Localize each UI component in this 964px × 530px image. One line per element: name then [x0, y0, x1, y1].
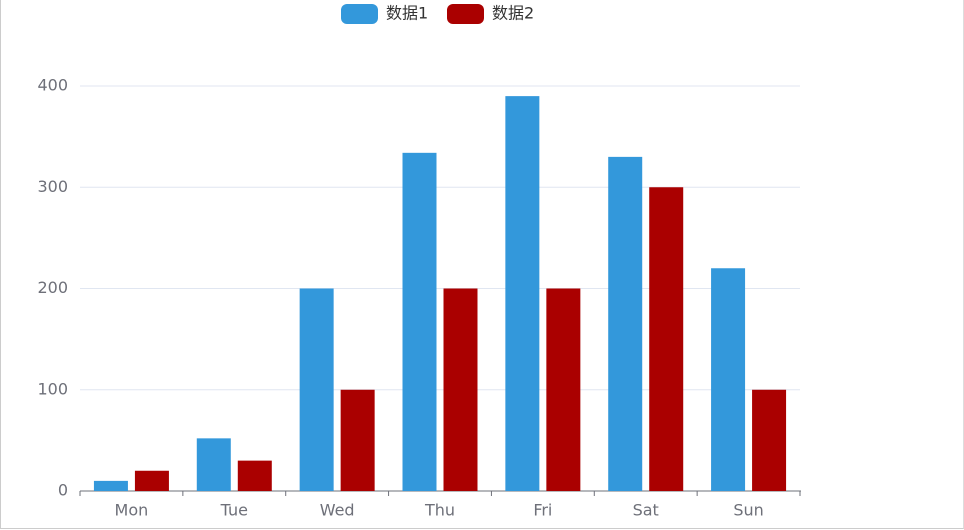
bar [443, 288, 478, 491]
bar [649, 187, 684, 491]
bar [237, 460, 272, 491]
bar [402, 152, 437, 491]
x-tick-label: Fri [533, 501, 552, 520]
x-tick-label: Sun [733, 501, 763, 520]
bar [340, 389, 375, 491]
bar [608, 156, 643, 491]
y-tick-label: 400 [37, 76, 68, 95]
bar [711, 268, 746, 491]
x-tick-label: Wed [320, 501, 355, 520]
bar [505, 96, 540, 491]
x-tick-label: Thu [424, 501, 455, 520]
bar [546, 288, 581, 491]
x-tick-label: Sat [633, 501, 659, 520]
legend-text: 数据2 [492, 4, 534, 23]
bar [752, 389, 787, 491]
legend-text: 数据1 [386, 4, 428, 23]
x-tick-label: Mon [115, 501, 149, 520]
y-tick-label: 0 [58, 481, 68, 500]
bar [196, 438, 231, 491]
legend-icon [341, 4, 378, 24]
legend-icon [447, 4, 484, 24]
y-tick-label: 100 [37, 379, 68, 398]
bar [134, 470, 169, 491]
y-tick-label: 200 [37, 278, 68, 297]
y-tick-label: 300 [37, 177, 68, 196]
x-tick-label: Tue [220, 501, 248, 520]
bar [299, 288, 334, 491]
bar [93, 480, 128, 491]
